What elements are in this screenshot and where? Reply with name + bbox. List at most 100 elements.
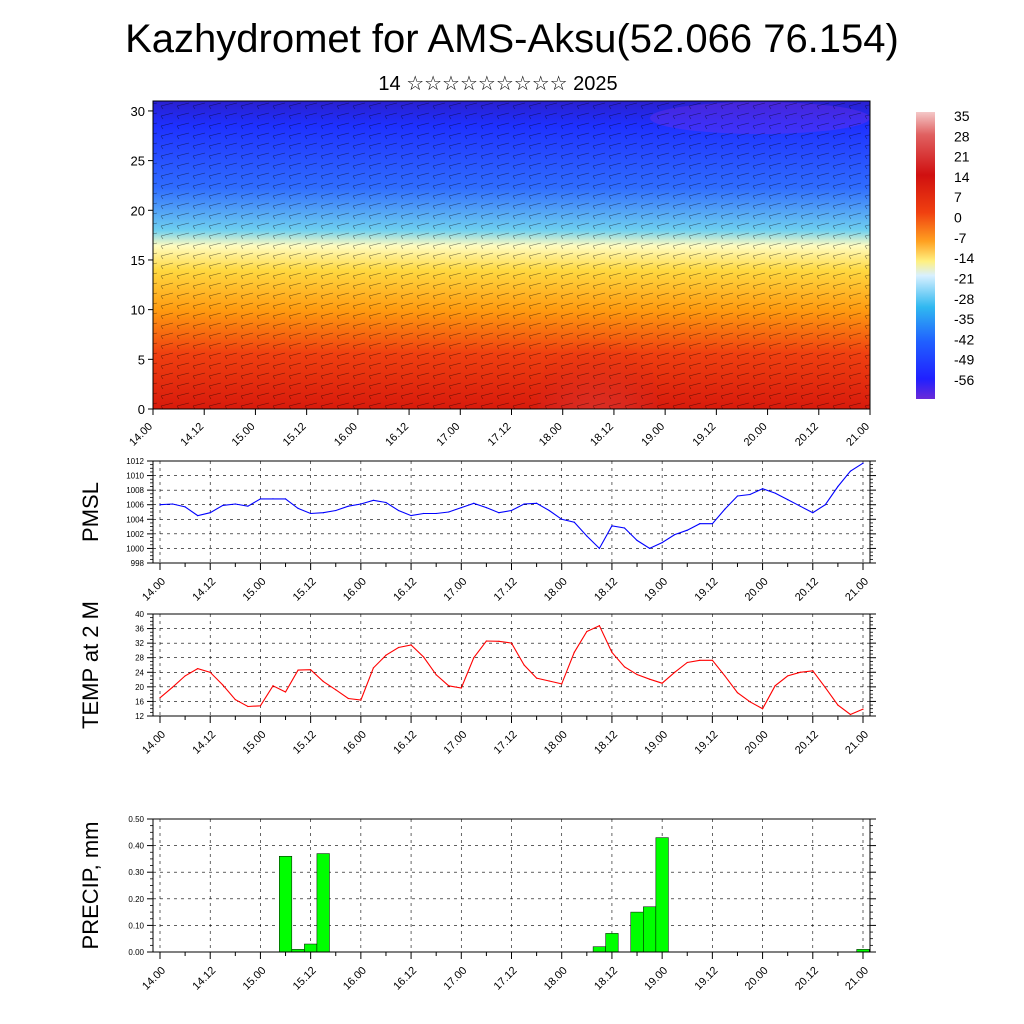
x-tick-label: 15.12 [281, 421, 309, 449]
temp2m-point [234, 699, 236, 701]
x-tick-label: 18.12 [592, 729, 620, 757]
y-tick-label: 0.10 [128, 921, 144, 930]
colorbar-label: 35 [954, 108, 970, 124]
x-tick-label: 16.00 [341, 729, 369, 757]
x-tick-label: 20.00 [743, 729, 771, 757]
pmsl-point [812, 512, 814, 514]
x-tick-label: 17.12 [492, 965, 520, 993]
temp2m-point [611, 651, 613, 653]
colorbar-label: 28 [954, 128, 970, 144]
pmsl-point [724, 508, 726, 510]
y-tick-label: 12 [135, 712, 144, 721]
temp2m-point [335, 689, 337, 691]
temp2m-point [536, 677, 538, 679]
x-tick-label: 15.00 [241, 729, 269, 757]
y-tick-label: 25 [131, 154, 145, 169]
x-tick-label: 14.00 [127, 421, 155, 449]
pmsl-point [473, 502, 475, 504]
temp2m-point [623, 666, 626, 668]
pmsl-panel: 998 1000 1002 1004 1006 1008 1010 1012 14.00 14.1… [78, 457, 876, 604]
colorbar-label: -49 [954, 352, 974, 368]
temp2m-point [548, 680, 550, 682]
temp2m-point [397, 646, 400, 649]
pmsl-point [234, 503, 236, 505]
pmsl-point [435, 512, 437, 515]
temp2m-point [523, 664, 525, 666]
y-tick-label: 16 [135, 697, 144, 706]
temp2m-point [686, 661, 688, 664]
pmsl-point [749, 493, 751, 496]
chart-subtitle: 14 ☆☆☆☆☆☆☆☆☆ 2025 [378, 73, 618, 95]
colorbar-label: -42 [954, 331, 974, 347]
x-tick-label: 14.12 [190, 576, 218, 604]
pmsl-point [561, 518, 563, 520]
pmsl-point [159, 504, 161, 506]
y-axis-label: PMSL [78, 482, 103, 542]
pmsl-point [335, 509, 337, 512]
y-tick-label: 1010 [126, 472, 144, 481]
temp2m-point [184, 675, 186, 677]
temp2m-point [661, 682, 663, 684]
temp2m-point [837, 704, 839, 706]
y-tick-label: 1000 [126, 544, 144, 553]
temp2m-point [648, 678, 651, 680]
precip-panel: 0.00 0.10 0.20 0.30 0.40 0.50 14.00 14.12 15.00 1… [78, 815, 876, 993]
precip-bar [592, 946, 606, 953]
pmsl-point [171, 503, 174, 505]
x-tick-label: 20.00 [743, 965, 771, 993]
precip-bar [279, 855, 293, 953]
pmsl-point [674, 533, 676, 536]
pmsl-point [347, 505, 349, 507]
panel-frame [152, 818, 871, 953]
y-tick-label: 40 [135, 610, 144, 619]
colorbar-label: -14 [954, 250, 974, 266]
x-tick-label: 15.12 [291, 965, 319, 993]
pmsl-point [448, 511, 450, 513]
pmsl-point [736, 495, 739, 497]
pmsl-point [397, 509, 400, 512]
x-tick-label: 21.00 [843, 965, 871, 993]
pmsl-point [787, 499, 789, 501]
colorbar-label: -28 [954, 291, 974, 307]
pmsl-point [523, 503, 525, 505]
temp2m-point [159, 697, 161, 699]
temp2m-point [385, 654, 387, 656]
pmsl-point [372, 499, 375, 501]
colorbar-labels: 35 28 21 14 7 0 -7 -14 -21 -28 -35 -42 -49 -56 [954, 108, 974, 388]
x-tick-label: 14.12 [190, 729, 218, 757]
x-tick-label: 17.12 [486, 421, 514, 449]
temp2m-point [485, 640, 487, 642]
colorbar-label: -21 [954, 270, 974, 286]
x-tick-label: 14.00 [140, 576, 168, 604]
temp2m-point [774, 685, 776, 687]
chart-title: Kazhydromet for AMS-Aksu(52.066 76.154) [125, 17, 899, 61]
x-tick-label: 16.12 [391, 576, 419, 604]
pmsl-point [824, 504, 826, 506]
colorbar: 35 28 21 14 7 0 -7 -14 -21 -28 -35 -42 -49 -56 [916, 108, 974, 399]
temp2m-point [812, 670, 814, 672]
y-tick-label: 1012 [126, 457, 144, 466]
pmsl-point [837, 485, 839, 488]
colorbar-gradient [916, 112, 935, 399]
temp2m-point [460, 687, 462, 689]
pmsl-point [761, 488, 764, 490]
temp2m-point [473, 657, 475, 659]
x-tick-label: 21.00 [843, 729, 871, 757]
temp2m-point [297, 669, 299, 671]
temp2m-point [573, 651, 575, 653]
temp2m-point [787, 675, 789, 677]
y-tick-label: 0 [138, 402, 145, 417]
y-tick-label: 0.00 [128, 948, 144, 957]
temp2m-point [586, 630, 588, 633]
panel-frame [152, 460, 871, 564]
x-tick-label: 18.00 [537, 421, 565, 449]
pmsl-point [573, 521, 575, 523]
x-tick-label: 16.00 [341, 576, 369, 604]
x-tick-label: 17.00 [441, 576, 469, 604]
temp2m-point [636, 673, 638, 676]
pmsl-point [586, 535, 588, 537]
x-tick-label: 19.00 [642, 729, 670, 757]
pmsl-point [197, 515, 199, 517]
x-tick-label: 21.00 [843, 576, 871, 604]
pmsl-point [799, 505, 801, 507]
